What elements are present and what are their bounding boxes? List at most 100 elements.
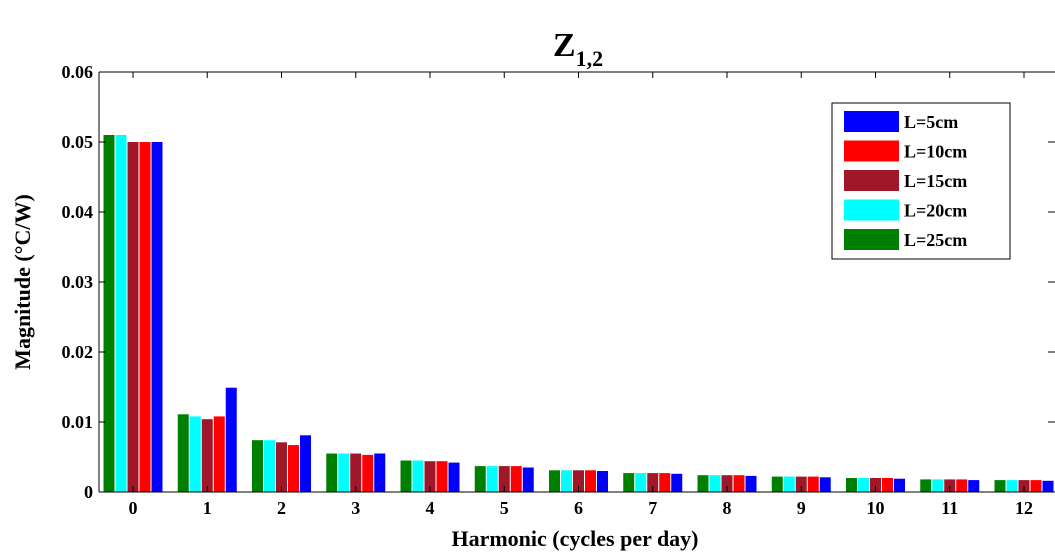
y-axis-label: Magnitude (°C/W) <box>10 194 35 370</box>
bar <box>623 473 635 492</box>
bar <box>350 453 362 492</box>
bar <box>870 478 881 492</box>
legend-label: L=25cm <box>904 230 967 250</box>
y-tick-label: 0.02 <box>62 342 94 362</box>
bar <box>846 478 857 492</box>
bar <box>436 461 448 492</box>
bar <box>597 471 608 492</box>
x-tick-label: 4 <box>426 498 435 518</box>
bar <box>882 478 893 492</box>
bar <box>745 475 757 492</box>
legend-swatch <box>844 140 899 162</box>
bar <box>795 476 807 492</box>
bar <box>1030 480 1042 492</box>
bar <box>671 473 683 492</box>
y-ticks-group: 0 0.01 0.02 0.03 0.04 0.05 0.06 <box>62 62 1055 502</box>
x-axis-label: Harmonic (cycles per day) <box>451 526 698 551</box>
y-tick-label: 0 <box>84 482 93 502</box>
x-tick-label: 11 <box>941 498 958 518</box>
bar <box>771 476 783 492</box>
bar <box>288 445 299 492</box>
bar <box>573 470 584 492</box>
bar <box>561 470 572 492</box>
x-tick-label: 12 <box>1015 498 1033 518</box>
legend-label: L=20cm <box>904 201 967 221</box>
x-tick-label: 8 <box>723 498 732 518</box>
y-tick-label: 0.04 <box>62 202 94 222</box>
bar <box>213 416 225 492</box>
bar <box>819 477 831 492</box>
x-tick-label: 3 <box>351 498 360 518</box>
chart-title-subscript: 1,2 <box>576 46 604 71</box>
x-tick-label: 1 <box>203 498 212 518</box>
x-tick-label: 9 <box>797 498 806 518</box>
bar <box>400 460 412 492</box>
bar <box>944 479 956 492</box>
bar <box>697 475 709 492</box>
bar <box>549 470 560 492</box>
bar <box>783 476 795 492</box>
bar <box>894 478 905 492</box>
legend-label: L=15cm <box>904 171 967 191</box>
bar <box>994 480 1006 492</box>
bar <box>225 387 237 492</box>
y-tick-label: 0.01 <box>62 412 94 432</box>
x-tick-label: 0 <box>129 498 138 518</box>
y-tick-label: 0.03 <box>62 272 94 292</box>
legend-swatch <box>844 111 899 132</box>
bar <box>968 480 980 492</box>
bar <box>635 473 647 492</box>
bar <box>189 416 201 492</box>
bar <box>151 142 163 492</box>
x-tick-label: 5 <box>500 498 509 518</box>
x-tick-label: 2 <box>277 498 286 518</box>
bar <box>1006 480 1018 492</box>
legend-swatch <box>844 199 899 221</box>
bar <box>424 461 436 492</box>
bar <box>721 475 733 492</box>
legend-label: L=10cm <box>904 142 967 162</box>
bar <box>858 478 869 492</box>
chart-title: Z1,2 <box>553 27 603 71</box>
bar <box>374 453 386 492</box>
chart-title-main: Z <box>553 27 576 64</box>
bar <box>139 142 151 492</box>
legend-swatch <box>844 229 899 250</box>
bar <box>709 475 721 492</box>
bar <box>522 467 534 492</box>
legend-label: L=5cm <box>904 112 958 132</box>
bar <box>177 414 189 492</box>
x-tick-label: 10 <box>867 498 885 518</box>
bar <box>448 462 460 492</box>
bar <box>326 453 338 492</box>
bars-group <box>103 135 1054 492</box>
bar <box>276 442 287 492</box>
bar <box>647 473 659 492</box>
bar <box>498 466 510 492</box>
x-tick-label: 7 <box>648 498 657 518</box>
bar <box>264 440 275 492</box>
bar <box>659 473 671 492</box>
bar <box>474 466 486 492</box>
bar <box>201 419 213 492</box>
bar <box>486 466 498 492</box>
bar <box>362 454 374 492</box>
bar <box>300 435 311 492</box>
bar <box>1042 480 1054 492</box>
bar <box>733 475 745 492</box>
bar <box>103 135 115 492</box>
bar <box>807 476 819 492</box>
bar <box>932 479 944 492</box>
bar <box>115 135 127 492</box>
bar <box>585 470 596 492</box>
legend-swatch <box>844 170 899 191</box>
bar <box>338 453 350 492</box>
y-tick-label: 0.05 <box>62 132 94 152</box>
x-ticks-group: 0 1 2 3 4 5 6 7 8 9 10 11 12 <box>129 72 1033 518</box>
bar <box>956 479 968 492</box>
x-tick-label: 6 <box>574 498 583 518</box>
bar <box>252 440 263 492</box>
bar <box>920 479 932 492</box>
legend: L=5cm L=10cm L=15cm L=20cm L=25cm <box>831 102 1011 260</box>
